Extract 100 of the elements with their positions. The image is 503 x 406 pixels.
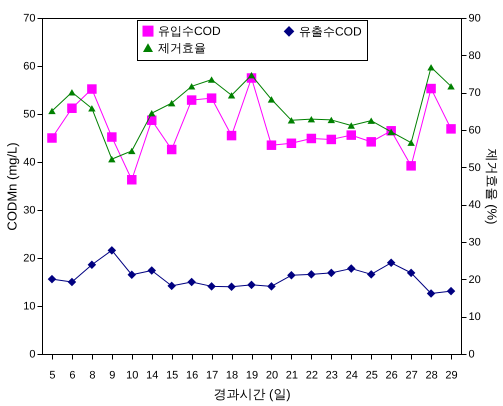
- x-tick-label: 15: [166, 370, 178, 382]
- point: [427, 64, 435, 70]
- point: [346, 130, 356, 140]
- point: [206, 93, 216, 103]
- point: [386, 258, 396, 268]
- y2-tick-label: 90: [468, 12, 481, 24]
- x-tick-label: 18: [226, 370, 238, 382]
- point: [88, 260, 96, 269]
- y-tick-label: 40: [23, 156, 36, 168]
- point: [288, 117, 296, 124]
- x-tick-label: 9: [109, 370, 116, 382]
- x-tick-label: 19: [246, 370, 258, 382]
- x-tick-label: 10: [126, 370, 138, 382]
- point: [347, 264, 356, 273]
- point: [366, 137, 376, 147]
- point: [188, 83, 196, 90]
- point: [48, 108, 56, 114]
- point: [68, 278, 76, 286]
- point: [407, 139, 415, 146]
- point: [68, 89, 76, 96]
- point: [187, 278, 196, 286]
- point: [228, 92, 236, 98]
- y-tick-label: 10: [23, 300, 36, 312]
- y-tick-label: 0: [29, 348, 36, 360]
- point: [108, 156, 116, 162]
- y2-tick-label: 40: [468, 199, 481, 212]
- point: [168, 100, 176, 106]
- point: [446, 286, 456, 296]
- point: [67, 103, 77, 113]
- point: [166, 144, 176, 154]
- point: [348, 122, 355, 129]
- y-tick-label: 50: [23, 108, 36, 120]
- point: [327, 268, 336, 278]
- x-tick-label: 6: [69, 370, 76, 382]
- point: [306, 134, 316, 144]
- point: [268, 96, 276, 103]
- point: [447, 83, 455, 90]
- point: [366, 270, 376, 279]
- x-tick-label: 14: [146, 370, 158, 382]
- point: [227, 282, 236, 292]
- point: [48, 274, 56, 284]
- point: [128, 270, 136, 280]
- point: [286, 138, 296, 148]
- y2-tick-label: 20: [468, 274, 481, 286]
- x-tick-label: 22: [306, 370, 318, 382]
- y2-tick-label: 0: [468, 348, 475, 360]
- point: [47, 133, 57, 143]
- legend-label: 제거효율: [158, 41, 206, 55]
- x-tick-label: 29: [445, 370, 458, 382]
- point: [326, 134, 336, 144]
- x-tick-label: 5: [49, 370, 56, 382]
- point: [406, 161, 416, 171]
- point: [248, 72, 256, 78]
- point: [167, 282, 176, 290]
- point: [208, 76, 216, 83]
- legend-label: 유출수COD: [299, 24, 362, 38]
- point: [186, 95, 196, 105]
- x-tick-label: 17: [206, 370, 218, 382]
- point: [127, 175, 137, 185]
- point: [406, 268, 416, 278]
- point: [387, 128, 395, 136]
- point: [308, 116, 316, 122]
- point: [426, 289, 436, 298]
- x-tick-label: 28: [425, 370, 438, 382]
- y2-tick-label: 60: [468, 124, 481, 136]
- x-tick-label: 23: [326, 370, 338, 382]
- x-tick-label: 26: [386, 370, 398, 382]
- x-tick-label: 20: [266, 370, 278, 382]
- x-tick-label: 25: [366, 370, 378, 382]
- y-tick-label: 30: [23, 204, 36, 216]
- point: [267, 282, 276, 291]
- y-tick-label: 20: [23, 252, 36, 264]
- point: [107, 132, 117, 142]
- y2-tick-label: 10: [468, 311, 481, 324]
- y-tick-label: 60: [23, 60, 36, 72]
- point: [87, 84, 97, 94]
- y2-tick-label: 70: [468, 87, 481, 100]
- x-tick-label: 24: [346, 370, 358, 382]
- point: [128, 148, 136, 154]
- x-tick-label: 8: [89, 370, 96, 382]
- point: [446, 124, 456, 134]
- x-tick-label: 21: [286, 370, 298, 382]
- point: [207, 282, 216, 291]
- point: [368, 117, 375, 124]
- x-axis-title: 경과시간 (일): [213, 386, 291, 402]
- point: [88, 105, 96, 112]
- legend-label: 유입수COD: [158, 24, 221, 38]
- point: [247, 280, 256, 290]
- y-axis-title: CODMn (mg/L): [4, 142, 20, 231]
- x-tick-label: 27: [405, 370, 418, 382]
- x-tick-label: 16: [186, 370, 198, 382]
- y2-tick-label: 30: [468, 236, 481, 248]
- point: [307, 270, 316, 279]
- y2-axis-title: 제거효율 (%): [484, 148, 500, 224]
- point: [287, 271, 296, 280]
- point: [266, 140, 276, 150]
- point: [426, 84, 436, 94]
- point: [108, 246, 116, 255]
- y2-tick-label: 80: [468, 50, 481, 62]
- y-tick-label: 70: [23, 12, 36, 24]
